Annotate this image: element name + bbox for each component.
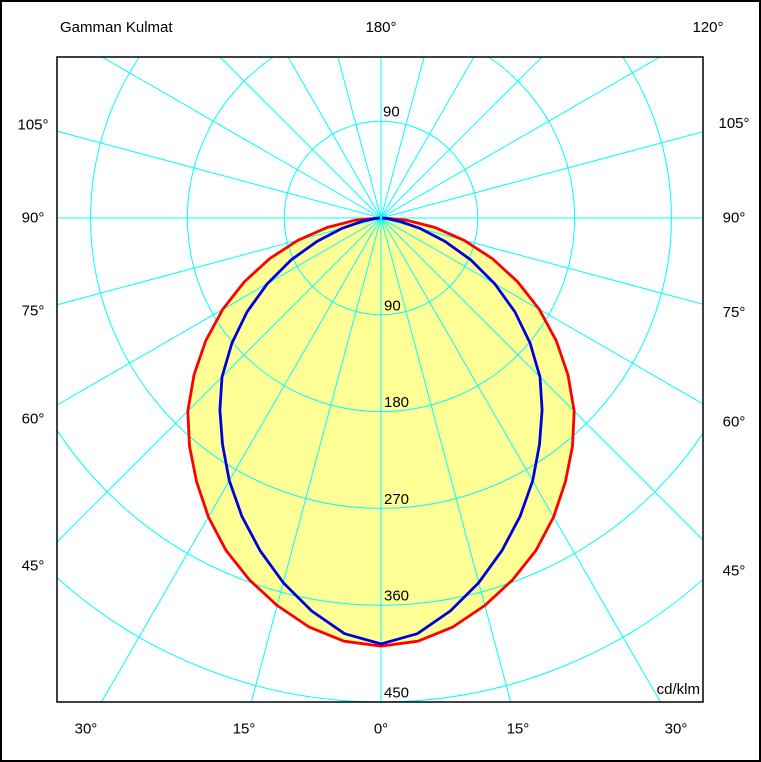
curve-c90-c270 (218, 216, 544, 646)
grid-ray (219, 57, 382, 219)
side-angle-label-right: 105° (718, 115, 749, 132)
side-angle-label-left: 60° (22, 410, 45, 427)
unit-label: cd/klm (657, 681, 700, 698)
radial-tick-label: 180 (384, 394, 409, 411)
grid-ray (250, 217, 382, 702)
curve-c0-c180 (186, 216, 576, 648)
grid-ray (380, 217, 703, 305)
grid-ray (57, 217, 382, 543)
radial-tick-label: 450 (384, 685, 409, 702)
bottom-angle-label: 15° (233, 721, 256, 738)
side-angle-label-right: 75° (723, 304, 746, 321)
grid-ray (380, 217, 662, 702)
intensity-curve-layer (186, 216, 576, 648)
side-angle-label-right: 90° (723, 210, 746, 227)
side-angle-label-left: 90° (22, 210, 45, 227)
grid-ray (380, 217, 512, 702)
plot-area-border (56, 56, 704, 703)
radial-tick-label: 270 (384, 491, 409, 508)
grid-ray (380, 57, 475, 219)
side-angle-label-right: 60° (723, 413, 746, 430)
top-right-angle-label: 120° (692, 19, 723, 36)
chart-title: Gamman Kulmat (60, 19, 173, 36)
grid-ray (100, 217, 382, 702)
grid-ray (57, 217, 382, 406)
side-angle-label-left: 75° (22, 303, 45, 320)
grid-ray (380, 217, 703, 405)
side-angle-label-left: 105° (17, 116, 48, 133)
bottom-angle-label: 30° (665, 721, 688, 738)
grid-ray (380, 131, 703, 219)
axis-label-layer: 90 180 270 360 450 90 105° 105° 90° 90° 75° 75° 60° 6… (17, 104, 749, 738)
bottom-angle-label: 15° (507, 721, 530, 738)
bottom-angle-label: 30° (75, 721, 98, 738)
side-angle-label-right: 45° (723, 563, 746, 580)
top-center-angle-label: 180° (365, 19, 396, 36)
radial-tick-label: 90 (384, 297, 401, 314)
side-angle-label-left: 45° (22, 558, 45, 575)
radial-tick-label: 360 (384, 588, 409, 605)
grid-ray (101, 57, 382, 219)
grid-ray (380, 57, 661, 219)
grid-ray (380, 57, 543, 219)
bottom-angle-label: 0° (374, 721, 388, 738)
grid-ray (57, 217, 382, 306)
grid-ray (380, 217, 703, 541)
grid-ray (57, 130, 382, 219)
grid-ray (287, 57, 382, 219)
radial-tick-label-upper: 90 (383, 104, 400, 121)
